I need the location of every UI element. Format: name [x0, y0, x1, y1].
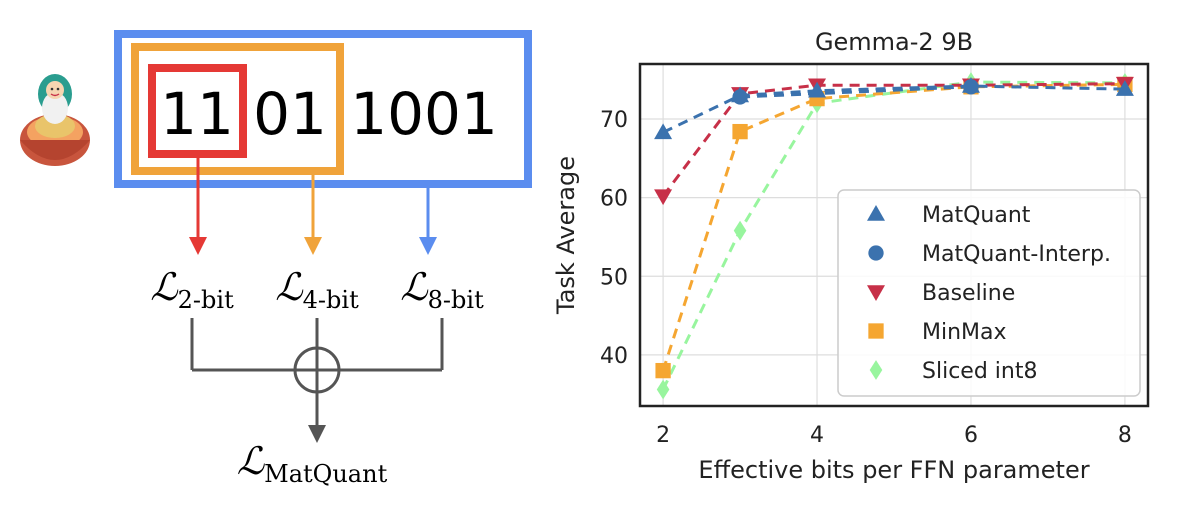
data-point: [654, 123, 673, 140]
loss-matquant: ℒMatQuant: [237, 439, 388, 488]
box-8bit: [114, 30, 532, 188]
plot-frame: [638, 62, 1150, 408]
bits-4bit: 01: [253, 80, 327, 148]
data-point: [732, 123, 748, 140]
y-tick-label: 40: [600, 344, 628, 369]
bits-8bit: 1001: [350, 80, 498, 148]
legend-entry: MatQuant-Interp.: [868, 242, 1111, 267]
legend-entry: Sliced int8: [869, 359, 1037, 384]
y-tick-label: 70: [600, 108, 628, 133]
legend: MatQuant MatQuant-Interp. Baseline MinMax Sl…: [837, 189, 1141, 397]
legend-marker: [867, 205, 885, 221]
matryoshka-doll-icon: [20, 74, 90, 166]
data-point: [654, 189, 673, 206]
matquant-diagram: 11 01 1001 ℒ2-bit ℒ4-bit ℒ8-bit ℒMatQuan…: [20, 30, 532, 488]
x-tick-label: 8: [1118, 423, 1132, 448]
bits-2bit: 11: [160, 80, 234, 148]
chart-title: Gemma-2 9B: [815, 28, 973, 56]
data-point: [731, 86, 750, 103]
loss-4bit: ℒ4-bit: [275, 265, 359, 314]
legend-label: MatQuant: [922, 203, 1031, 228]
legend-entry: Baseline: [867, 281, 1015, 306]
y-axis-label: Task Average: [552, 156, 580, 315]
legend-label: MinMax: [922, 320, 1007, 345]
legend-marker: [867, 285, 885, 301]
legend-box: [837, 189, 1141, 397]
legend-label: Sliced int8: [922, 359, 1037, 384]
loss-2bit: ℒ2-bit: [150, 265, 234, 314]
legend-entry: MinMax: [868, 320, 1007, 345]
legend-marker: [868, 245, 884, 261]
legend-entry: MatQuant: [867, 203, 1031, 228]
tick-labels: 2 4 6 8 40 50 60 70: [600, 108, 1132, 448]
box-4bit: [131, 43, 344, 175]
data-point: [808, 81, 827, 98]
series-baseline: [654, 76, 1134, 206]
data-point: [655, 362, 671, 379]
x-tick-label: 4: [810, 423, 824, 448]
x-tick-label: 6: [964, 423, 978, 448]
data-point: [733, 220, 747, 241]
legend-label: MatQuant-Interp.: [922, 242, 1111, 267]
series-matquant: [654, 77, 1134, 140]
x-tick-label: 2: [656, 423, 670, 448]
legend-marker: [869, 360, 883, 380]
series-layer: [654, 72, 1134, 400]
data-point: [656, 379, 670, 400]
data-point: [1115, 80, 1134, 96]
oplus-icon: [293, 346, 341, 394]
x-axis-label: Effective bits per FFN parameter: [698, 456, 1089, 484]
y-tick-label: 50: [600, 265, 628, 290]
y-tick-label: 60: [600, 187, 628, 212]
loss-8bit: ℒ8-bit: [400, 265, 484, 314]
data-point: [961, 77, 980, 93]
legend-marker: [868, 323, 884, 339]
legend-label: Baseline: [922, 281, 1015, 306]
gemma-chart: Gemma-2 9B 2 4 6 8 40 50 60 70 Effective bits p…: [552, 28, 1150, 484]
